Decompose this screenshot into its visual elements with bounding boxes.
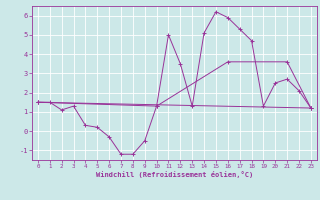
X-axis label: Windchill (Refroidissement éolien,°C): Windchill (Refroidissement éolien,°C): [96, 171, 253, 178]
